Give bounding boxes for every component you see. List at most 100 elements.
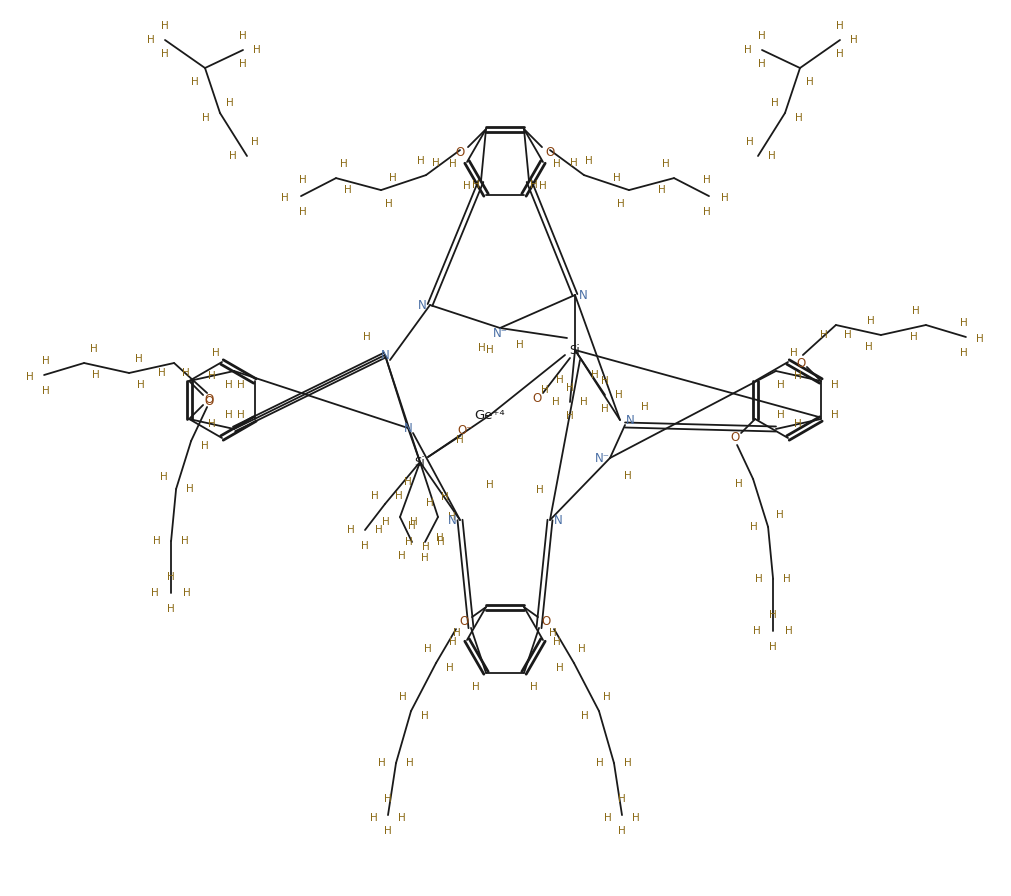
Text: H: H bbox=[361, 541, 369, 551]
Text: H: H bbox=[201, 441, 209, 451]
Text: O: O bbox=[204, 394, 213, 408]
Text: H: H bbox=[436, 533, 444, 543]
Text: H: H bbox=[604, 692, 611, 702]
Text: H: H bbox=[746, 137, 754, 147]
Text: H: H bbox=[556, 375, 564, 385]
Text: H: H bbox=[769, 610, 777, 620]
Text: H: H bbox=[26, 372, 34, 382]
Text: H: H bbox=[641, 402, 649, 412]
Text: H: H bbox=[229, 151, 237, 161]
Text: H: H bbox=[183, 588, 191, 598]
Text: H: H bbox=[912, 306, 920, 316]
Text: H: H bbox=[344, 185, 352, 195]
Text: H: H bbox=[181, 536, 189, 546]
Text: H: H bbox=[456, 435, 464, 445]
Text: H: H bbox=[90, 344, 98, 354]
Text: H: H bbox=[750, 522, 758, 532]
Text: H: H bbox=[777, 410, 785, 420]
Text: H: H bbox=[384, 794, 392, 804]
Text: H: H bbox=[161, 21, 169, 31]
Text: H: H bbox=[253, 45, 261, 55]
Text: H: H bbox=[208, 419, 216, 429]
Text: H: H bbox=[624, 758, 632, 768]
Text: H: H bbox=[553, 637, 561, 647]
Text: H: H bbox=[581, 711, 588, 721]
Text: H: H bbox=[836, 49, 844, 59]
Text: H: H bbox=[790, 348, 798, 358]
Text: H: H bbox=[449, 637, 457, 647]
Text: N: N bbox=[554, 513, 562, 527]
Text: H: H bbox=[167, 604, 175, 614]
Text: H: H bbox=[549, 628, 557, 638]
Text: H: H bbox=[398, 813, 405, 823]
Text: H: H bbox=[517, 340, 524, 350]
Text: O⁻: O⁻ bbox=[457, 424, 473, 436]
Text: Ge⁺⁴: Ge⁺⁴ bbox=[475, 409, 506, 421]
Text: H: H bbox=[618, 826, 626, 836]
Text: H: H bbox=[92, 370, 100, 380]
Text: H: H bbox=[212, 348, 220, 358]
Text: O: O bbox=[533, 392, 542, 404]
Text: H: H bbox=[960, 348, 968, 358]
Text: H: H bbox=[539, 181, 547, 191]
Text: H: H bbox=[570, 158, 578, 168]
Text: H: H bbox=[632, 813, 640, 823]
Text: H: H bbox=[347, 525, 355, 535]
Text: H: H bbox=[615, 390, 623, 400]
Text: H: H bbox=[602, 376, 609, 386]
Text: H: H bbox=[618, 794, 626, 804]
Text: H: H bbox=[472, 682, 480, 692]
Text: H: H bbox=[422, 711, 429, 721]
Text: H: H bbox=[225, 410, 233, 420]
Text: H: H bbox=[410, 517, 418, 527]
Text: H: H bbox=[613, 173, 621, 183]
Text: H: H bbox=[784, 574, 791, 584]
Text: H: H bbox=[806, 77, 814, 87]
Text: H: H bbox=[578, 644, 586, 654]
Text: H: H bbox=[453, 628, 461, 638]
Text: H: H bbox=[703, 207, 711, 217]
Text: H: H bbox=[404, 477, 411, 487]
Text: H: H bbox=[658, 185, 666, 195]
Text: H: H bbox=[486, 480, 494, 490]
Text: H: H bbox=[240, 31, 247, 41]
Text: H: H bbox=[472, 180, 480, 190]
Text: H: H bbox=[137, 380, 145, 390]
Text: H: H bbox=[831, 380, 839, 390]
Text: H: H bbox=[486, 345, 494, 355]
Text: H: H bbox=[795, 113, 803, 123]
Text: H: H bbox=[395, 491, 402, 501]
Text: H: H bbox=[617, 199, 625, 209]
Text: H: H bbox=[552, 397, 560, 407]
Text: H: H bbox=[758, 31, 766, 41]
Text: H: H bbox=[432, 158, 440, 168]
Text: O: O bbox=[545, 145, 555, 159]
Text: H: H bbox=[776, 510, 784, 520]
Text: H: H bbox=[463, 181, 471, 191]
Text: H: H bbox=[426, 498, 434, 508]
Text: H: H bbox=[225, 380, 233, 390]
Text: N: N bbox=[578, 289, 587, 301]
Text: H: H bbox=[596, 758, 604, 768]
Text: H: H bbox=[703, 175, 711, 185]
Text: H: H bbox=[240, 59, 247, 69]
Text: H: H bbox=[591, 370, 599, 380]
Text: H: H bbox=[580, 397, 587, 407]
Text: H: H bbox=[42, 386, 50, 396]
Text: H: H bbox=[735, 479, 743, 489]
Text: H: H bbox=[437, 537, 445, 547]
Text: H: H bbox=[553, 159, 561, 169]
Text: N: N bbox=[418, 298, 427, 312]
Text: H: H bbox=[624, 471, 632, 481]
Text: H: H bbox=[154, 536, 161, 546]
Text: H: H bbox=[135, 354, 143, 364]
Text: H: H bbox=[375, 525, 383, 535]
Text: H: H bbox=[281, 194, 289, 203]
Text: H: H bbox=[182, 368, 190, 378]
Text: N: N bbox=[626, 413, 634, 426]
Text: H: H bbox=[148, 35, 155, 45]
Text: N: N bbox=[448, 513, 456, 527]
Text: O: O bbox=[204, 392, 213, 406]
Text: H: H bbox=[530, 180, 538, 190]
Text: H: H bbox=[449, 159, 457, 169]
